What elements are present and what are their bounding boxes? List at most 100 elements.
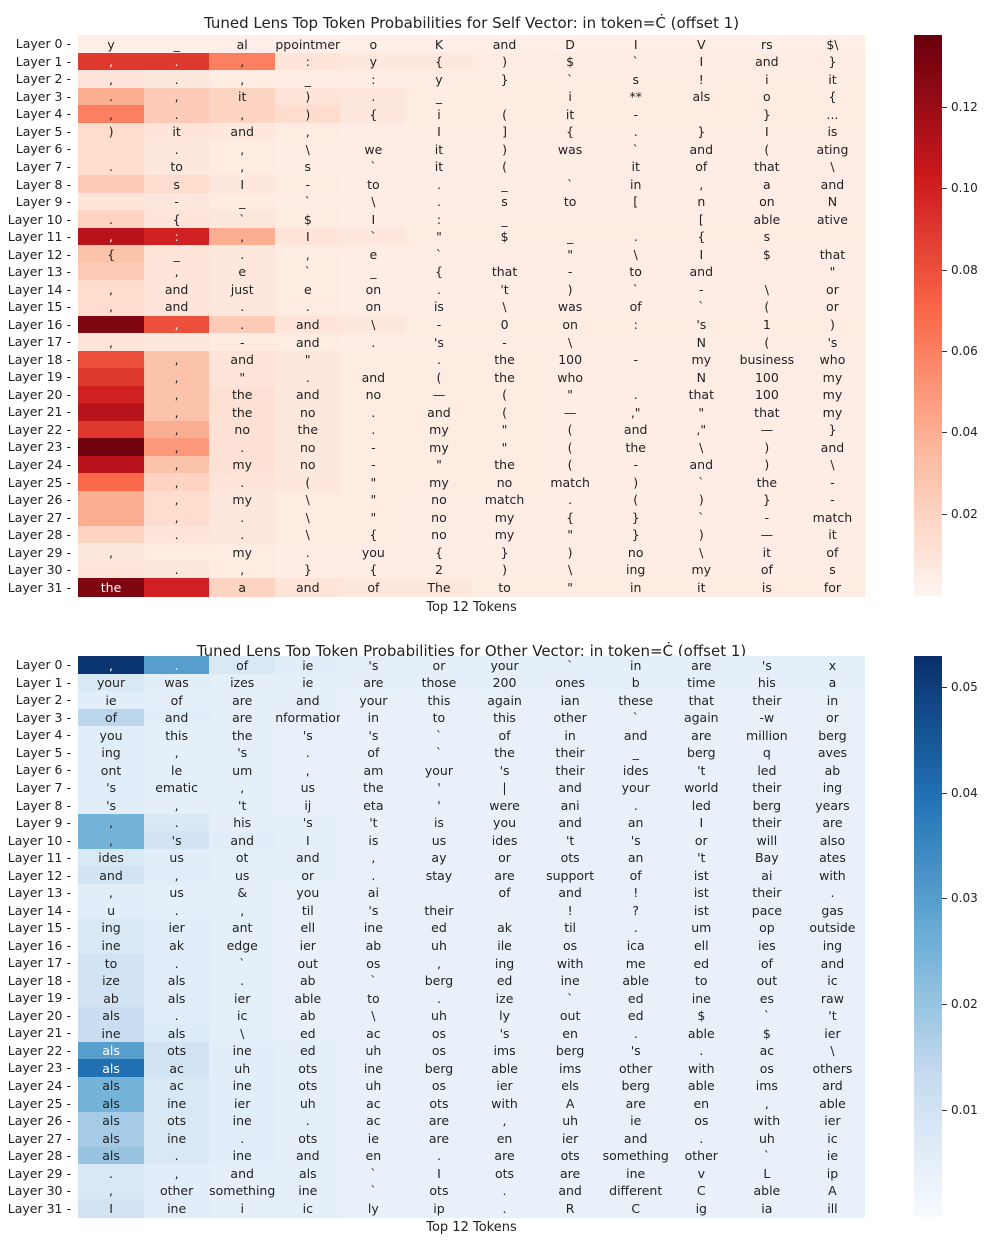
- heatmap-cell: out: [537, 1006, 604, 1025]
- row-label: Layer 18 -: [7, 351, 71, 367]
- heatmap-cell: ,: [78, 105, 145, 124]
- heatmap-cell: and: [537, 813, 604, 832]
- heatmap-cell: their: [733, 883, 800, 902]
- heatmap-cell: \: [668, 543, 735, 562]
- heatmap-cell: and: [274, 315, 341, 334]
- heatmap-cell: -: [209, 333, 276, 352]
- row-label: Layer 16 -: [7, 937, 71, 953]
- heatmap-cell: an: [602, 813, 669, 832]
- row-label: Layer 20 -: [7, 1007, 71, 1023]
- heatmap-cell: berg: [668, 743, 735, 762]
- heatmap-cell: \: [537, 333, 604, 352]
- heatmap-cell: als: [78, 1059, 145, 1078]
- heatmap-cell: .: [209, 971, 276, 990]
- row-label: Layer 27 -: [7, 509, 71, 525]
- heatmap-cell: support: [537, 866, 604, 885]
- heatmap-cell: n: [668, 192, 735, 211]
- heatmap-cell: ,: [143, 743, 210, 762]
- heatmap-cell: again: [668, 708, 735, 727]
- row-label: Layer 17 -: [7, 955, 71, 971]
- heatmap-cell: als: [274, 1164, 341, 1183]
- heatmap-cell: .: [471, 1199, 538, 1218]
- heatmap-cell: other: [668, 1146, 735, 1165]
- heatmap-cell: $: [733, 245, 800, 264]
- heatmap-cell: [78, 368, 145, 387]
- heatmap-cell: the: [209, 385, 276, 404]
- heatmap-cell: {: [799, 87, 866, 106]
- heatmap-cell: and: [602, 1129, 669, 1148]
- heatmap-cell: and: [143, 708, 210, 727]
- heatmap-cell: ): [733, 455, 800, 474]
- heatmap-cell: ots: [405, 1181, 472, 1200]
- heatmap-cell: .: [78, 157, 145, 176]
- heatmap-cell: ,: [143, 455, 210, 474]
- colorbar-tick-label: 0.08: [942, 263, 978, 277]
- heatmap-cell: {: [340, 105, 407, 124]
- heatmap-cell: .: [78, 210, 145, 229]
- heatmap-cell: ots: [143, 1111, 210, 1130]
- heatmap-cell: to: [143, 157, 210, 176]
- heatmap-cell: a: [209, 578, 276, 597]
- heatmap-cell: .: [799, 883, 866, 902]
- heatmap-cell: u: [78, 901, 145, 920]
- heatmap-cell: um: [668, 918, 735, 937]
- heatmap-cell: ie: [78, 691, 145, 710]
- heatmap-cell: my: [209, 455, 276, 474]
- heatmap-cell: le: [143, 761, 210, 780]
- heatmap-cell: }: [668, 122, 735, 141]
- heatmap-cell: .: [143, 656, 210, 675]
- heatmap-cell: _: [143, 35, 210, 54]
- heatmap-cell: N: [668, 368, 735, 387]
- heatmap-cell: ine: [209, 1041, 276, 1060]
- heatmap-cell: ,: [209, 105, 276, 124]
- heatmap-cell: ica: [602, 936, 669, 955]
- heatmap-cell: `: [405, 743, 472, 762]
- heatmap-cell: out: [733, 971, 800, 990]
- heatmap-cell: ,: [143, 796, 210, 815]
- heatmap-cell: ier: [209, 1094, 276, 1113]
- heatmap-cell: ims: [471, 1041, 538, 1060]
- heatmap-cell: {: [537, 508, 604, 527]
- row-label: Layer 26 -: [7, 1113, 71, 1129]
- heatmap-cell: uh: [340, 1076, 407, 1095]
- heatmap-cell: that: [799, 245, 866, 264]
- heatmap-cell: Bay: [733, 848, 800, 867]
- heatmap-cell: }: [602, 525, 669, 544]
- heatmap-cell: .: [209, 315, 276, 334]
- heatmap-cell: \: [274, 508, 341, 527]
- heatmap-cell: ie: [340, 1129, 407, 1148]
- heatmap-cell: uh: [340, 1041, 407, 1060]
- heatmap-cell: ai: [733, 866, 800, 885]
- heatmap-cell: til: [274, 901, 341, 920]
- heatmap-cell: ,: [78, 333, 145, 352]
- heatmap-cell: .: [209, 297, 276, 316]
- heatmap-cell: ine: [143, 1199, 210, 1218]
- heatmap-cell: berg: [799, 726, 866, 745]
- heatmap-cell: your: [471, 656, 538, 675]
- self-colorbar: [914, 35, 942, 596]
- heatmap-cell: e: [209, 262, 276, 281]
- heatmap-cell: ,: [78, 656, 145, 675]
- heatmap-cell: or: [471, 848, 538, 867]
- row-label: Layer 19 -: [7, 990, 71, 1006]
- heatmap-cell: able: [733, 210, 800, 229]
- heatmap-cell: ,: [78, 1181, 145, 1200]
- heatmap-cell: rs: [733, 35, 800, 54]
- heatmap-cell: years: [799, 796, 866, 815]
- heatmap-cell: \: [799, 157, 866, 176]
- heatmap-cell: `: [733, 1146, 800, 1165]
- heatmap-cell: us: [274, 778, 341, 797]
- heatmap-cell: ): [537, 280, 604, 299]
- heatmap-cell: and: [733, 52, 800, 71]
- heatmap-cell: time: [668, 673, 735, 692]
- heatmap-cell: `: [602, 708, 669, 727]
- heatmap-cell: e: [340, 245, 407, 264]
- heatmap-cell: am: [340, 761, 407, 780]
- heatmap-cell: ani: [537, 796, 604, 815]
- heatmap-cell: .: [405, 350, 472, 369]
- row-label: Layer 1 -: [15, 53, 71, 69]
- row-label: Layer 7 -: [15, 779, 71, 795]
- heatmap-cell: I: [209, 175, 276, 194]
- heatmap-cell: their: [405, 901, 472, 920]
- heatmap-cell: }: [274, 560, 341, 579]
